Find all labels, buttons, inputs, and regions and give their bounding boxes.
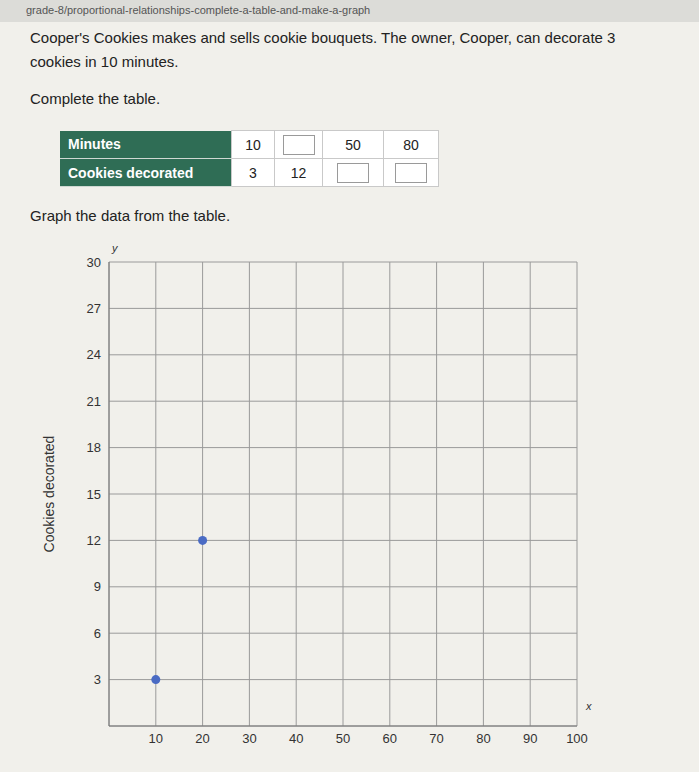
svg-text:24: 24 bbox=[87, 347, 101, 362]
html-text:50: 50 bbox=[345, 136, 361, 153]
svg-text:100: 100 bbox=[566, 731, 588, 746]
svg-text:70: 70 bbox=[429, 731, 443, 746]
html-text:Graph the data from the table.: Graph the data from the table. bbox=[30, 207, 231, 224]
svg-text:12: 12 bbox=[87, 533, 101, 548]
html-text:cookies in 10 minutes.: cookies in 10 minutes. bbox=[30, 53, 179, 70]
svg-text:60: 60 bbox=[383, 731, 397, 746]
svg-text:10: 10 bbox=[149, 731, 163, 746]
html-text:Complete the table.: Complete the table. bbox=[30, 90, 161, 107]
svg-text:30: 30 bbox=[242, 731, 256, 746]
svg-text:27: 27 bbox=[87, 301, 101, 316]
html-text:Minutes: Minutes bbox=[68, 136, 121, 153]
svg-text:15: 15 bbox=[87, 487, 101, 502]
html-text:x: x bbox=[586, 700, 592, 712]
svg-text:20: 20 bbox=[195, 731, 209, 746]
svg-text:90: 90 bbox=[523, 731, 537, 746]
svg-text:80: 80 bbox=[476, 731, 490, 746]
svg-text:50: 50 bbox=[336, 731, 350, 746]
html-text:Cooper's Cookies makes and sel: Cooper's Cookies makes and sells cookie … bbox=[30, 29, 616, 46]
html-text:3: 3 bbox=[249, 164, 257, 181]
html-text:12: 12 bbox=[290, 164, 307, 181]
svg-text:9: 9 bbox=[94, 579, 101, 594]
svg-text:3: 3 bbox=[94, 672, 101, 687]
svg-text:Cookies decorated: Cookies decorated bbox=[41, 436, 57, 553]
html-text:grade-8/proportional-relations: grade-8/proportional-relationships-compl… bbox=[26, 4, 371, 16]
svg-text:6: 6 bbox=[94, 626, 101, 641]
svg-text:30: 30 bbox=[87, 255, 101, 270]
html-text:10: 10 bbox=[245, 136, 261, 153]
svg-text:40: 40 bbox=[289, 731, 303, 746]
html-text:y: y bbox=[112, 242, 118, 254]
html-text:80: 80 bbox=[403, 136, 419, 153]
html-text:Cookies decorated: Cookies decorated bbox=[68, 164, 194, 181]
svg-text:21: 21 bbox=[87, 394, 101, 409]
svg-text:18: 18 bbox=[87, 440, 101, 455]
